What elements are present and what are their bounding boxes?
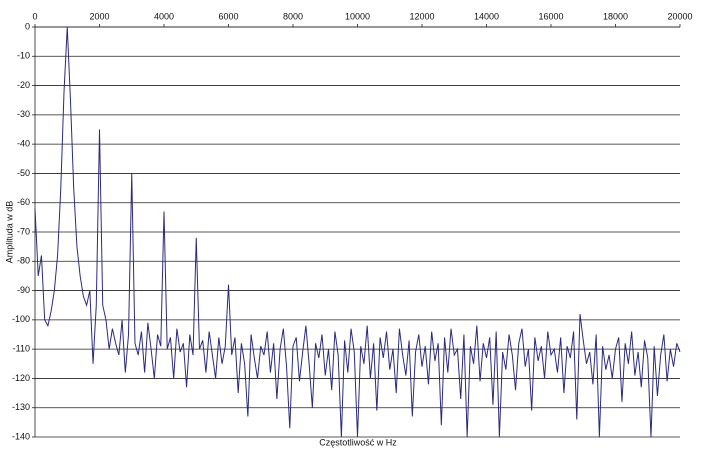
x-tick-label: 4000 (154, 11, 174, 21)
x-tick-label: 14000 (474, 11, 499, 21)
y-tick-label: -110 (13, 344, 30, 354)
x-tick-label: 16000 (538, 11, 563, 21)
y-tick-label: 0 (25, 21, 30, 31)
y-tick-label: -30 (17, 109, 30, 119)
x-tick-label: 0 (32, 11, 37, 21)
y-tick-label: -140 (12, 431, 30, 441)
y-tick-label: -100 (12, 314, 30, 324)
y-tick-label: -70 (17, 226, 30, 236)
x-tick-label: 6000 (218, 11, 238, 21)
x-axis-title: Częstotliwość w Hz (319, 437, 397, 447)
y-tick-label: -50 (17, 168, 30, 178)
x-tick-label: 8000 (283, 11, 303, 21)
x-tick-label: 10000 (345, 11, 370, 21)
x-tick-label: 12000 (409, 11, 434, 21)
y-tick-label: -130 (12, 402, 30, 412)
y-tick-label: -80 (17, 256, 30, 266)
y-axis-title: Amplituda w dB (4, 201, 14, 264)
y-tick-label: -40 (17, 139, 30, 149)
y-tick-label: -60 (17, 197, 30, 207)
spectrum-line (34, 26, 681, 438)
y-tick-label: -10 (17, 51, 30, 61)
x-tick-label: 2000 (89, 11, 109, 21)
y-tick-label: -90 (17, 285, 30, 295)
y-tick-label: -20 (17, 80, 30, 90)
x-tick-label: 20000 (667, 11, 692, 21)
y-tick-label: -120 (12, 373, 30, 383)
x-tick-label: 18000 (603, 11, 628, 21)
